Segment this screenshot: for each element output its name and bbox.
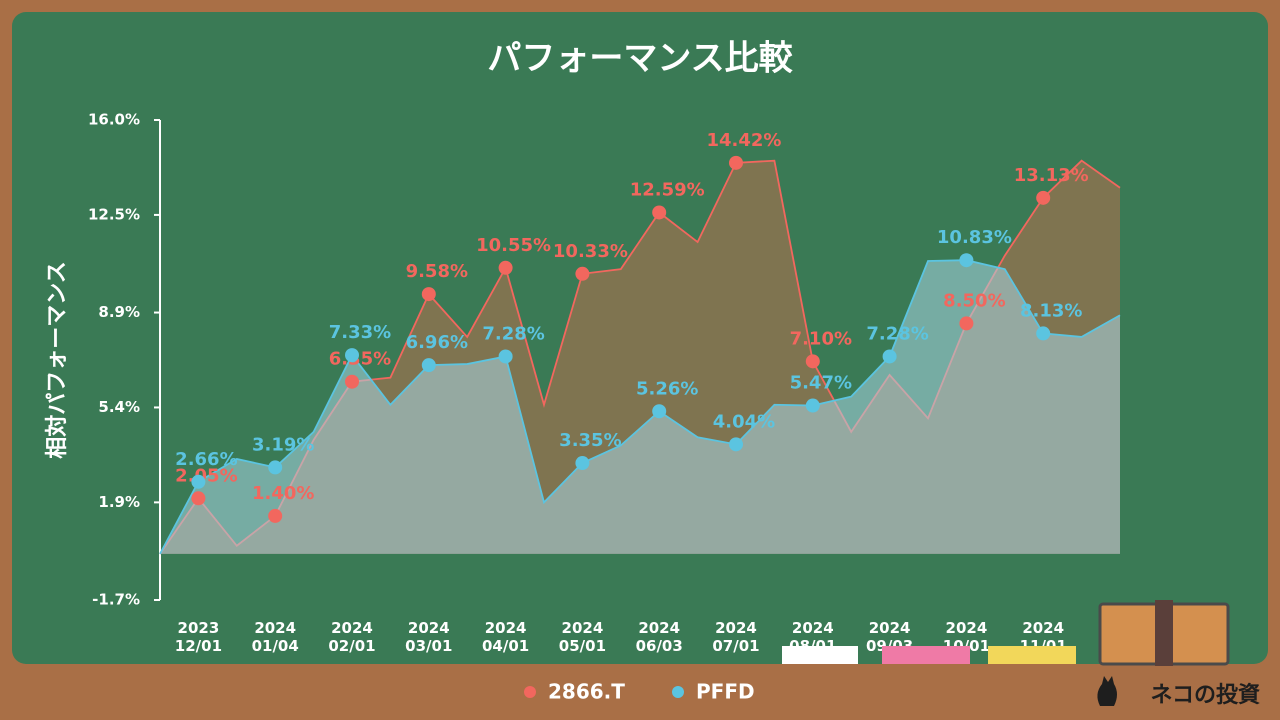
data-label: 2.66% <box>175 449 237 470</box>
x-tick-label: 2024 07/01 <box>712 619 759 655</box>
point <box>575 456 590 471</box>
eraser <box>782 646 858 664</box>
data-label: 13.13% <box>1014 165 1089 186</box>
data-label: 3.35% <box>559 430 621 451</box>
x-tick-label: 2024 05/01 <box>559 619 606 655</box>
legend-marker <box>672 686 684 698</box>
data-label: 7.10% <box>790 328 852 349</box>
legend-marker <box>524 686 536 698</box>
data-label: 12.59% <box>630 179 705 200</box>
data-label: 7.28% <box>866 323 928 344</box>
x-tick-label: 2024 03/01 <box>405 619 452 655</box>
y-tick-label: -1.7% <box>92 591 140 609</box>
x-tick-label: 2024 04/01 <box>482 619 529 655</box>
legend-label: 2866.T <box>548 680 625 704</box>
data-label: 8.50% <box>943 290 1005 311</box>
data-label: 3.19% <box>252 434 314 455</box>
point <box>498 349 513 364</box>
x-tick-label: 2024 02/01 <box>328 619 375 655</box>
cat-icon <box>1097 676 1117 706</box>
point <box>652 205 667 220</box>
y-tick-label: 1.9% <box>98 493 140 511</box>
legend: 2866.T PFFD <box>524 680 755 704</box>
point <box>805 398 820 413</box>
point <box>268 508 283 523</box>
point <box>191 474 206 489</box>
point <box>575 266 590 281</box>
point <box>959 316 974 331</box>
point <box>191 491 206 506</box>
point <box>729 155 743 170</box>
point <box>729 437 743 452</box>
data-label: 7.33% <box>329 322 391 343</box>
point <box>1036 190 1051 205</box>
x-tick-label: 2024 06/03 <box>636 619 683 655</box>
watermark: ネコの投資 <box>1150 682 1260 708</box>
point <box>345 374 359 389</box>
data-label: 8.13% <box>1020 300 1082 321</box>
point <box>498 260 513 275</box>
area <box>160 260 1120 554</box>
data-label: 10.83% <box>937 227 1012 248</box>
eraser <box>988 646 1076 664</box>
data-label: 7.28% <box>482 323 544 344</box>
point <box>652 404 667 419</box>
book-band <box>1155 600 1173 666</box>
eraser <box>882 646 970 664</box>
chart-title: パフォーマンス比較 <box>487 39 793 79</box>
point <box>805 354 820 369</box>
data-label: 6.35% <box>329 349 391 370</box>
y-tick-label: 5.4% <box>98 398 140 416</box>
y-tick-label: 8.9% <box>98 303 140 321</box>
point <box>345 348 359 363</box>
y-tick-label: 16.0% <box>88 111 140 129</box>
data-label: 10.33% <box>553 241 628 262</box>
data-label: 9.58% <box>406 261 468 282</box>
data-label: 5.47% <box>790 373 852 394</box>
data-label: 5.26% <box>636 378 698 399</box>
x-tick-label: 2023 12/01 <box>175 619 222 655</box>
data-label: 6.96% <box>406 332 468 353</box>
point <box>268 460 283 475</box>
point <box>421 358 436 373</box>
point <box>959 253 974 268</box>
data-label: 14.42% <box>707 130 782 151</box>
data-label: 2.05% <box>175 465 237 486</box>
y-tick-label: 12.5% <box>88 205 140 223</box>
data-label: 10.55% <box>476 235 551 256</box>
legend-label: PFFD <box>696 680 755 704</box>
data-label: 4.04% <box>713 411 775 432</box>
point <box>1036 326 1051 341</box>
point <box>882 349 897 364</box>
y-axis-label: 相対パフォーマンス <box>45 261 70 459</box>
plot-area: 16.0% 12.5% 8.9% 5.4% 1.9% -1.7% 2023 12/01 2024… <box>88 111 1121 655</box>
x-tick-label: 2024 01/04 <box>252 619 299 655</box>
point <box>421 287 436 302</box>
data-label: 1.40% <box>252 483 314 504</box>
